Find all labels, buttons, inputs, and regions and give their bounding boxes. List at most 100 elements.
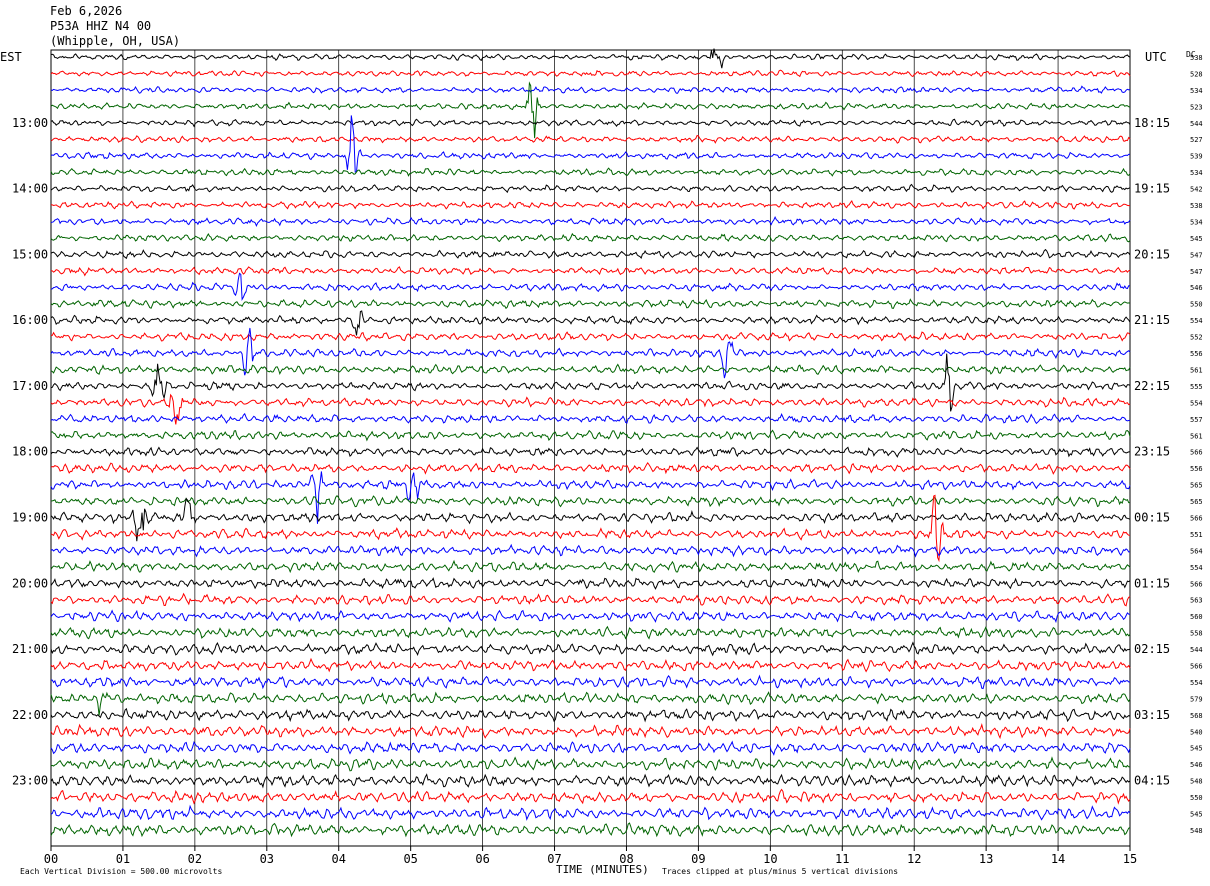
dc-offset-label: 548 bbox=[1190, 827, 1203, 835]
x-tick-label: 00 bbox=[44, 852, 58, 866]
dc-offset-label: 564 bbox=[1190, 547, 1203, 555]
x-tick-label: 12 bbox=[907, 852, 921, 866]
dc-offset-label: 534 bbox=[1190, 87, 1203, 95]
seismic-trace bbox=[50, 804, 1131, 821]
left-hour-label: 18:00 bbox=[12, 445, 48, 459]
x-tick-label: 14 bbox=[1051, 852, 1065, 866]
dc-offset-label: 556 bbox=[1190, 465, 1203, 473]
seismic-trace bbox=[50, 641, 1131, 657]
dc-offset-label: 554 bbox=[1190, 317, 1203, 325]
dc-offset-label: 546 bbox=[1190, 761, 1203, 769]
dc-offset-label: 561 bbox=[1190, 432, 1203, 440]
dc-offset-label: 547 bbox=[1190, 268, 1203, 276]
seismic-trace bbox=[50, 625, 1131, 640]
left-hour-label: 16:00 bbox=[12, 313, 48, 327]
right-hour-label: 23:15 bbox=[1134, 445, 1170, 459]
x-tick-label: 06 bbox=[475, 852, 489, 866]
seismic-trace bbox=[50, 118, 1131, 128]
seismic-trace bbox=[51, 331, 1131, 342]
dc-offset-label: 542 bbox=[1190, 186, 1203, 194]
x-tick-label: 01 bbox=[116, 852, 130, 866]
seismic-trace bbox=[50, 788, 1131, 805]
seismic-trace bbox=[50, 48, 1131, 69]
seismic-trace bbox=[50, 310, 1131, 336]
header-location: (Whipple, OH, USA) bbox=[50, 34, 181, 48]
seismic-trace bbox=[50, 327, 1131, 379]
dc-offset-label: 565 bbox=[1190, 498, 1203, 506]
dc-offset-label: 560 bbox=[1190, 613, 1203, 621]
dc-offset-label: 547 bbox=[1190, 251, 1203, 259]
seismic-trace bbox=[50, 723, 1131, 740]
seismic-trace bbox=[50, 577, 1131, 590]
dc-offset-label: 538 bbox=[1190, 54, 1203, 62]
x-tick-label: 04 bbox=[332, 852, 346, 866]
header-station: P53A HHZ N4 00 bbox=[50, 19, 152, 33]
seismic-trace bbox=[50, 707, 1131, 723]
seismic-trace bbox=[50, 559, 1131, 574]
plot-frame bbox=[50, 49, 1131, 847]
dc-offset-label: 561 bbox=[1190, 366, 1203, 374]
seismic-trace bbox=[50, 232, 1131, 243]
dc-offset-label: 554 bbox=[1190, 564, 1203, 572]
seismic-trace bbox=[50, 462, 1131, 475]
seismic-trace bbox=[50, 657, 1131, 673]
left-hour-label: 15:00 bbox=[12, 247, 48, 261]
seismic-trace bbox=[50, 822, 1131, 838]
dc-offset-label: 563 bbox=[1190, 597, 1203, 605]
x-tick-label: 09 bbox=[691, 852, 705, 866]
header-date: Feb 6,2026 bbox=[50, 4, 123, 18]
dc-offset-label: 544 bbox=[1190, 646, 1203, 654]
x-tick-label: 10 bbox=[763, 852, 777, 866]
left-hour-label: 21:00 bbox=[12, 642, 48, 656]
seismic-trace bbox=[50, 200, 1130, 210]
dc-offset-label: 579 bbox=[1190, 695, 1203, 703]
seismic-trace bbox=[50, 756, 1131, 772]
dc-offset-label: 534 bbox=[1190, 218, 1203, 226]
right-hour-label: 18:15 bbox=[1134, 116, 1170, 130]
seismic-trace bbox=[50, 266, 1131, 277]
dc-offset-label: 552 bbox=[1190, 334, 1203, 342]
seismic-trace bbox=[50, 592, 1131, 607]
left-hour-label: 17:00 bbox=[12, 379, 48, 393]
right-hour-label: 20:15 bbox=[1134, 247, 1170, 261]
seismic-trace bbox=[50, 412, 1131, 425]
right-hour-label: 22:15 bbox=[1134, 379, 1170, 393]
dc-offset-label: 523 bbox=[1190, 103, 1203, 111]
x-tick-label: 15 bbox=[1123, 852, 1137, 866]
dc-offset-label: 546 bbox=[1190, 284, 1203, 292]
dc-offset-label: 527 bbox=[1190, 136, 1203, 144]
dc-offset-label: 554 bbox=[1190, 399, 1203, 407]
seismic-trace bbox=[50, 81, 1131, 139]
dc-offset-label: 566 bbox=[1190, 580, 1203, 588]
dc-offset-label: 555 bbox=[1190, 383, 1203, 391]
dc-offset-label: 565 bbox=[1190, 482, 1203, 490]
dc-offset-label: 556 bbox=[1190, 350, 1203, 358]
dc-offset-label: 566 bbox=[1190, 514, 1203, 522]
seismic-trace bbox=[50, 609, 1131, 624]
dc-offset-label: 528 bbox=[1190, 70, 1203, 78]
dc-offset-label: 550 bbox=[1190, 301, 1203, 309]
seismic-trace bbox=[50, 773, 1131, 789]
dc-offset-label: 554 bbox=[1190, 679, 1203, 687]
seismic-trace bbox=[50, 183, 1131, 194]
seismic-trace bbox=[50, 216, 1131, 228]
dc-offset-label: 568 bbox=[1190, 712, 1203, 720]
right-hour-label: 04:15 bbox=[1134, 774, 1170, 788]
x-tick-label: 02 bbox=[188, 852, 202, 866]
right-hour-label: 03:15 bbox=[1134, 708, 1170, 722]
seismic-trace bbox=[50, 446, 1131, 458]
right-hour-label: 19:15 bbox=[1134, 182, 1170, 196]
dc-offset-label: 550 bbox=[1190, 794, 1203, 802]
dc-offset-label: 558 bbox=[1190, 630, 1203, 638]
right-timezone-label: UTC bbox=[1145, 50, 1167, 64]
seismic-trace bbox=[50, 674, 1131, 690]
dc-offset-label: 557 bbox=[1190, 416, 1203, 424]
x-tick-label: 11 bbox=[835, 852, 849, 866]
seismic-trace bbox=[50, 543, 1131, 558]
dc-offset-label: 551 bbox=[1190, 531, 1203, 539]
seismic-trace bbox=[50, 691, 1131, 716]
x-axis-label: TIME (MINUTES) bbox=[556, 863, 649, 876]
seismic-trace bbox=[50, 497, 1131, 542]
seismic-trace bbox=[50, 272, 1130, 301]
dc-offset-label: 534 bbox=[1190, 169, 1203, 177]
